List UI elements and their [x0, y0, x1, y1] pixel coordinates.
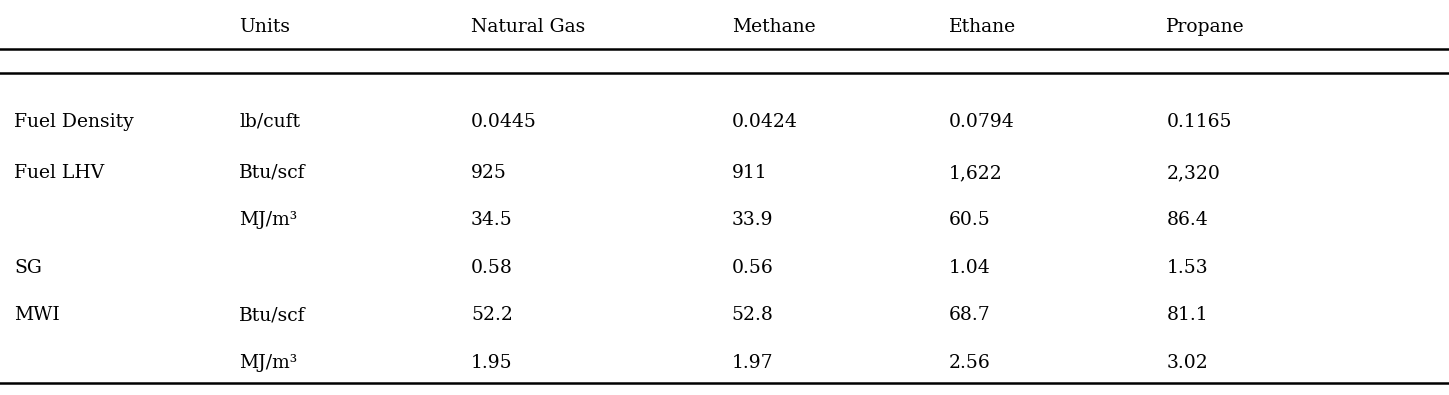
Text: 0.1165: 0.1165: [1166, 113, 1232, 131]
Text: SG: SG: [14, 259, 42, 277]
Text: Fuel Density: Fuel Density: [14, 113, 135, 131]
Text: 1.53: 1.53: [1166, 259, 1208, 277]
Text: 68.7: 68.7: [949, 306, 991, 324]
Text: MJ/m³: MJ/m³: [239, 211, 297, 229]
Text: MJ/m³: MJ/m³: [239, 354, 297, 372]
Text: 52.2: 52.2: [471, 306, 513, 324]
Text: 86.4: 86.4: [1166, 211, 1208, 229]
Text: 0.0794: 0.0794: [949, 113, 1014, 131]
Text: Ethane: Ethane: [949, 18, 1016, 36]
Text: 1.04: 1.04: [949, 259, 991, 277]
Text: Natural Gas: Natural Gas: [471, 18, 585, 36]
Text: 2.56: 2.56: [949, 354, 991, 372]
Text: Btu/scf: Btu/scf: [239, 306, 306, 324]
Text: 60.5: 60.5: [949, 211, 991, 229]
Text: 1.97: 1.97: [732, 354, 774, 372]
Text: Methane: Methane: [732, 18, 816, 36]
Text: 0.58: 0.58: [471, 259, 513, 277]
Text: 925: 925: [471, 164, 507, 182]
Text: 0.0445: 0.0445: [471, 113, 536, 131]
Text: Fuel LHV: Fuel LHV: [14, 164, 104, 182]
Text: 0.0424: 0.0424: [732, 113, 797, 131]
Text: MWI: MWI: [14, 306, 61, 324]
Text: Propane: Propane: [1166, 18, 1245, 36]
Text: 33.9: 33.9: [732, 211, 774, 229]
Text: 81.1: 81.1: [1166, 306, 1208, 324]
Text: 0.56: 0.56: [732, 259, 774, 277]
Text: lb/cuft: lb/cuft: [239, 113, 300, 131]
Text: 2,320: 2,320: [1166, 164, 1220, 182]
Text: 911: 911: [732, 164, 768, 182]
Text: 52.8: 52.8: [732, 306, 774, 324]
Text: 1.95: 1.95: [471, 354, 513, 372]
Text: 3.02: 3.02: [1166, 354, 1208, 372]
Text: Btu/scf: Btu/scf: [239, 164, 306, 182]
Text: Units: Units: [239, 18, 290, 36]
Text: 1,622: 1,622: [949, 164, 1003, 182]
Text: 34.5: 34.5: [471, 211, 513, 229]
